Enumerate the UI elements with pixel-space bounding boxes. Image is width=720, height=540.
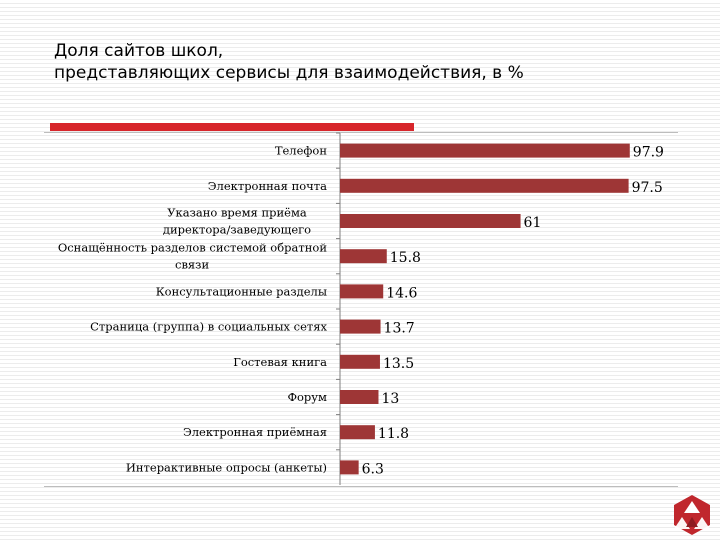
- bar: [340, 284, 384, 299]
- chart-title: Доля сайтов школ, представляющих сервисы…: [54, 41, 524, 83]
- bar: [340, 354, 380, 369]
- title-accent-bar: [50, 123, 414, 131]
- frame-top-line: [44, 132, 678, 133]
- category-label: Страница (группа) в социальных сетях: [90, 320, 327, 334]
- data-label: 97.5: [632, 180, 663, 196]
- data-label: 14.6: [386, 285, 417, 301]
- data-label: 6.3: [362, 461, 384, 477]
- category-label: Электронная приёмная: [183, 425, 327, 439]
- data-label: 97.9: [633, 145, 664, 161]
- category-label: Телефон: [275, 144, 328, 158]
- bar: [340, 214, 521, 228]
- data-label: 13: [381, 391, 399, 407]
- data-label: 15.8: [390, 250, 421, 266]
- bar: [340, 178, 629, 193]
- bar: [340, 460, 359, 475]
- category-label: Консультационные разделы: [156, 284, 327, 298]
- frame-bottom-line: [44, 486, 678, 487]
- category-label: Форум: [287, 390, 327, 404]
- bar: [340, 249, 387, 264]
- data-label: 11.8: [378, 426, 409, 442]
- data-label: 13.5: [383, 356, 414, 372]
- bar: [340, 143, 630, 158]
- hexagon-triangles-icon: [674, 495, 710, 535]
- data-label: 13.7: [384, 321, 415, 337]
- category-label: Оснащённость разделов системой обратной с…: [58, 241, 328, 272]
- category-label: Интерактивные опросы (анкеты): [126, 460, 327, 474]
- category-label: Указано время приёма директора/заведующег…: [163, 206, 311, 237]
- bar: [340, 390, 379, 404]
- bar: [340, 319, 381, 334]
- data-label: 61: [524, 215, 542, 231]
- category-label: Гостевая книга: [233, 355, 327, 369]
- category-label: Электронная почта: [208, 179, 327, 193]
- bar: [340, 425, 375, 440]
